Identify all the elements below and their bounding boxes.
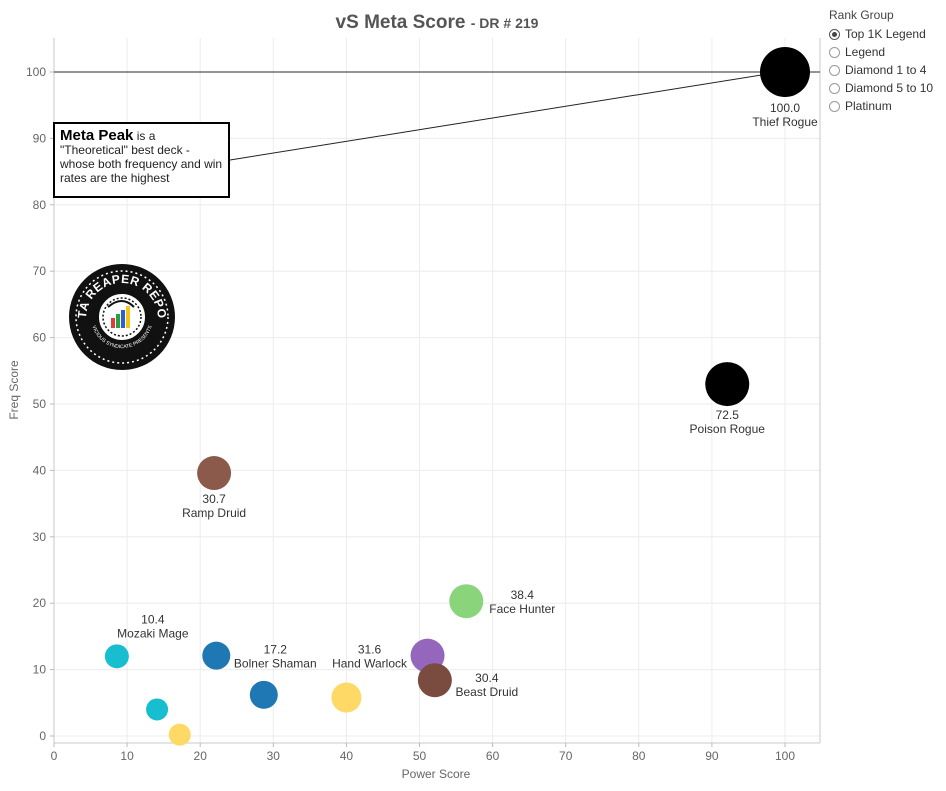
data-label-name: Thief Rogue: [752, 115, 818, 129]
point-unlabeled: [168, 723, 191, 746]
radio-icon[interactable]: [829, 100, 840, 112]
rank-option-label: Platinum: [845, 99, 892, 113]
y-tick-label: 10: [33, 663, 47, 677]
radio-icon[interactable]: [829, 64, 840, 76]
rank-option-platinum[interactable]: Platinum: [829, 97, 933, 115]
rank-option-label: Legend: [845, 45, 886, 59]
y-tick-label: 20: [33, 596, 47, 610]
data-label-score: 10.4: [141, 612, 165, 626]
chart-title-main: vS Meta Score: [335, 12, 466, 33]
y-tick-label: 60: [33, 331, 47, 345]
x-tick-label: 70: [559, 749, 573, 763]
point-beast-druid: [417, 663, 452, 698]
annotation-bold: Meta Peak: [60, 127, 134, 144]
data-label-name: Bolner Shaman: [234, 657, 317, 671]
x-tick-label: 80: [632, 749, 646, 763]
rank-option-label: Diamond 5 to 10: [845, 81, 934, 95]
data-label-score: 31.6: [358, 643, 382, 657]
data-label-score: 30.4: [475, 671, 499, 685]
y-tick-label: 80: [33, 198, 47, 212]
x-tick-label: 0: [51, 749, 58, 763]
data-label-name: Ramp Druid: [182, 506, 246, 520]
annotation-connector: [229, 71, 781, 161]
point-mozaki-mage: [104, 644, 129, 669]
chart-title: vS Meta Score - DR # 219: [54, 12, 820, 34]
point-unlabeled: [249, 680, 278, 709]
rank-option-label: Top 1K Legend: [845, 27, 926, 41]
x-tick-label: 100: [775, 749, 795, 763]
data-label-score: 38.4: [511, 588, 535, 602]
rank-option-top-1k-legend[interactable]: Top 1K Legend: [829, 25, 933, 43]
point-bolner-shaman: [202, 641, 231, 670]
x-tick-label: 60: [486, 749, 500, 763]
x-tick-label: 20: [194, 749, 208, 763]
data-label-score: 17.2: [264, 643, 288, 657]
radio-icon[interactable]: [829, 28, 840, 40]
chart-title-sub: DR # 219: [479, 15, 539, 31]
y-tick-label: 0: [39, 729, 46, 743]
rank-group-filter: Rank Group Top 1K Legend Legend Diamond …: [829, 8, 933, 115]
data-reaper-logo: DATA REAPER REPORT VICIOUS SYNDICATE PRE…: [68, 263, 175, 370]
rank-option-diamond-1-4[interactable]: Diamond 1 to 4: [829, 61, 933, 79]
data-label-name: Mozaki Mage: [117, 626, 189, 640]
y-tick-label: 30: [33, 530, 47, 544]
y-tick-label: 50: [33, 397, 47, 411]
y-tick-label: 90: [33, 131, 47, 145]
data-label-name: Hand Warlock: [332, 657, 408, 671]
rank-option-label: Diamond 1 to 4: [845, 63, 927, 77]
radio-icon[interactable]: [829, 46, 840, 58]
data-label-score: 72.5: [716, 408, 740, 422]
x-tick-label: 90: [705, 749, 719, 763]
data-label-name: Beast Druid: [455, 685, 518, 699]
point-unlabeled: [146, 698, 169, 721]
data-label-name: Face Hunter: [489, 602, 555, 616]
rank-option-legend[interactable]: Legend: [829, 43, 933, 61]
point-ramp-druid: [197, 456, 232, 491]
data-label-score: 100.0: [770, 101, 800, 115]
x-tick-label: 30: [267, 749, 281, 763]
point-face-hunter: [449, 584, 484, 619]
x-tick-label: 50: [413, 749, 427, 763]
point-thief-rogue: [760, 47, 810, 97]
x-axis-title: Power Score: [402, 767, 471, 781]
y-tick-label: 100: [26, 65, 46, 79]
x-tick-label: 10: [120, 749, 134, 763]
data-label-score: 30.7: [202, 492, 226, 506]
point-poison-rogue: [705, 362, 750, 407]
y-tick-label: 40: [33, 463, 47, 477]
rank-group-title: Rank Group: [829, 8, 894, 22]
meta-peak-annotation: Meta Peak is a "Theoretical" best deck -…: [53, 122, 230, 198]
annotation-text: is a "Theoretical" best deck - whose bot…: [60, 129, 223, 185]
chart-title-dash: -: [470, 15, 480, 31]
data-label-name: Poison Rogue: [690, 422, 766, 436]
rank-option-diamond-5-10[interactable]: Diamond 5 to 10: [829, 79, 933, 97]
point-unlabeled: [331, 682, 362, 713]
radio-icon[interactable]: [829, 82, 840, 94]
y-tick-label: 70: [33, 264, 47, 278]
x-tick-label: 40: [340, 749, 354, 763]
y-axis-title: Freq Score: [7, 360, 21, 420]
